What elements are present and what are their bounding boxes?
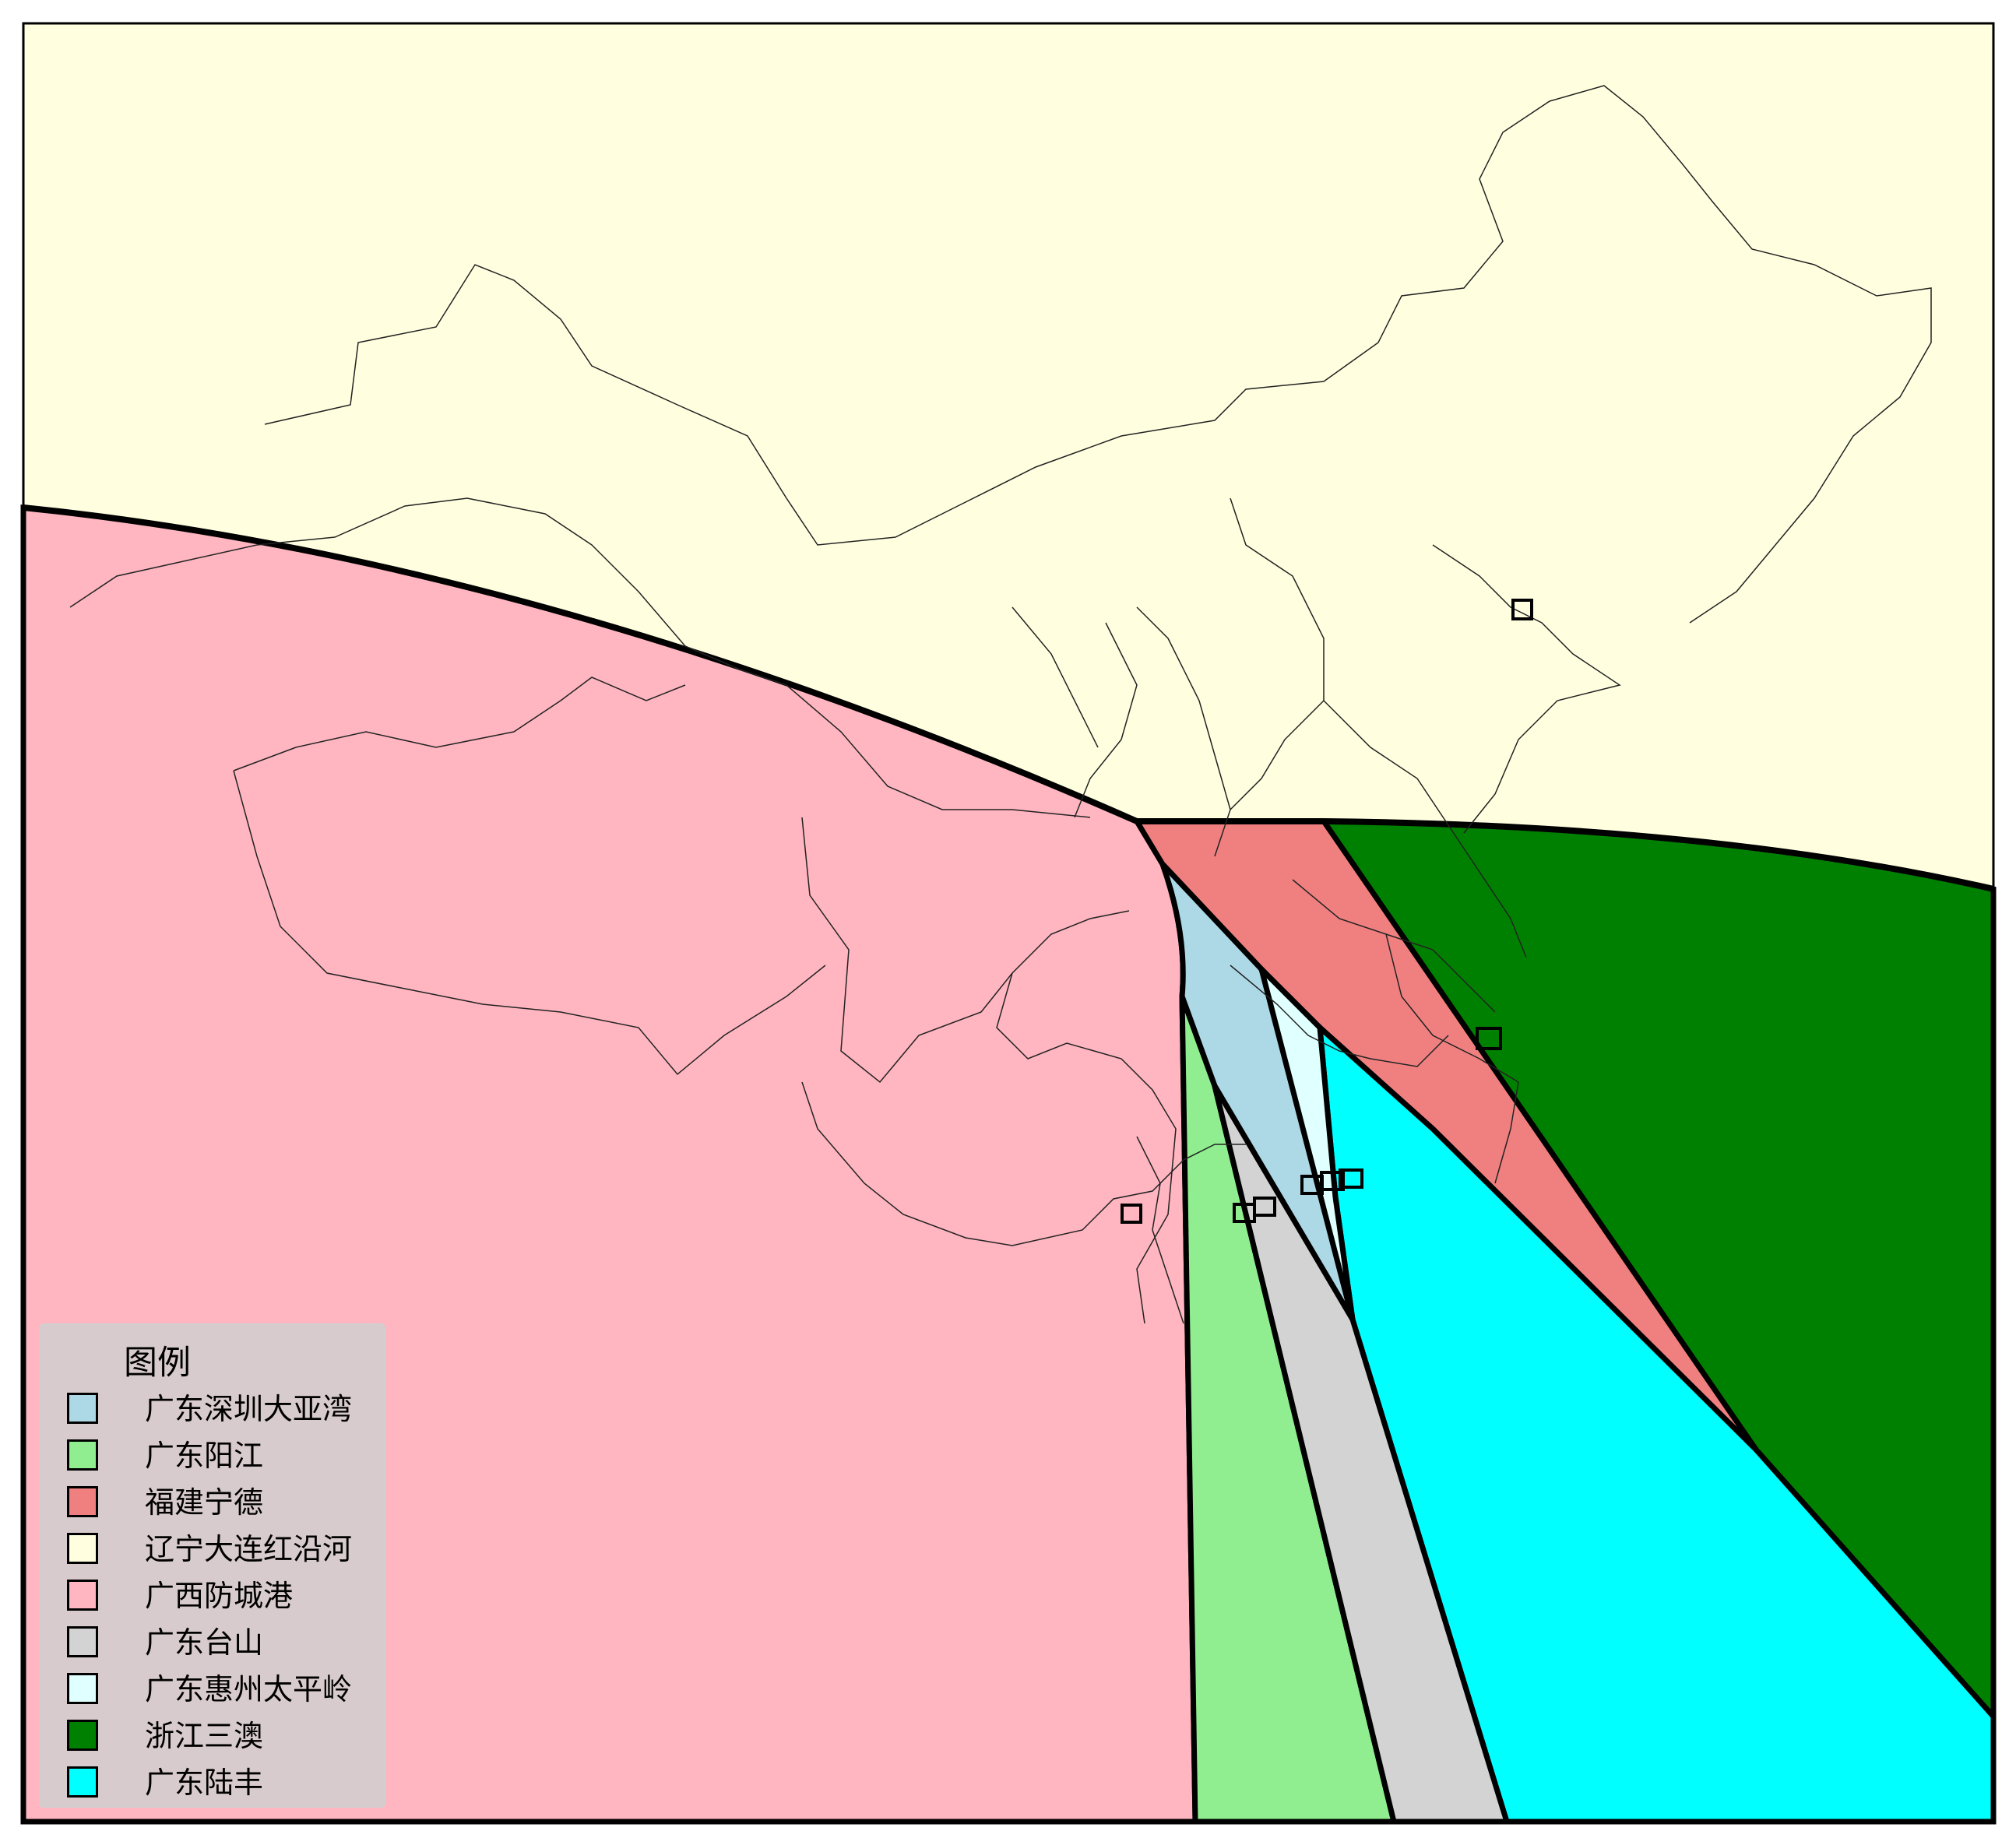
map-frame-border (22, 22, 1995, 1823)
legend-swatch (67, 1533, 98, 1564)
site-marker-lufeng (1339, 1168, 1363, 1189)
legend-swatch (67, 1393, 98, 1424)
legend-item-sanao: 浙江三澳 (67, 1719, 378, 1753)
site-marker-taipingling (1320, 1171, 1345, 1191)
range-boundary-curve (23, 504, 1994, 892)
legend-label: 广东台山 (145, 1625, 264, 1660)
site-marker-ningde (1476, 1027, 1502, 1050)
legend-item-taishan: 广东台山 (67, 1625, 378, 1660)
legend-swatch (67, 1580, 98, 1611)
legend-item-lufeng: 广东陆丰 (67, 1766, 378, 1800)
legend-label: 浙江三澳 (145, 1719, 264, 1753)
legend-item-shenzhen-dayawan: 广东深圳大亚湾 (67, 1392, 378, 1426)
legend-label: 福建宁德 (145, 1485, 264, 1520)
legend-swatch (67, 1626, 98, 1657)
region-liaoning-dalian-hongyanhe (23, 23, 1993, 889)
legend-swatch (67, 1720, 98, 1751)
legend-label: 广东陆丰 (145, 1766, 264, 1800)
legend-swatch (67, 1673, 98, 1704)
legend-item-taipingling: 广东惠州太平岭 (67, 1672, 378, 1706)
legend-swatch (67, 1766, 98, 1798)
legend-swatch (67, 1486, 98, 1517)
legend-label: 广西防城港 (145, 1579, 294, 1613)
province-boundaries (69, 85, 1932, 1324)
legend-label: 广东阳江 (145, 1439, 264, 1473)
legend-item-yangjiang: 广东阳江 (67, 1439, 378, 1473)
legend-item-ningde: 福建宁德 (67, 1485, 378, 1520)
site-marker-taishan (1253, 1197, 1276, 1217)
legend-label: 广东深圳大亚湾 (145, 1392, 353, 1426)
plant-site-markers (1121, 599, 1533, 1224)
legend-label: 广东惠州太平岭 (145, 1672, 353, 1706)
legend: 图例 广东深圳大亚湾 广东阳江 福建宁德 辽宁大连红沿河 广西防城港 广东台山 … (39, 1323, 385, 1808)
legend-item-hongyanhe: 辽宁大连红沿河 (67, 1532, 378, 1566)
legend-item-fangchenggang: 广西防城港 (67, 1579, 378, 1613)
site-marker-hongyanhe (1511, 599, 1533, 620)
legend-title: 图例 (124, 1344, 191, 1383)
legend-label: 辽宁大连红沿河 (145, 1532, 353, 1566)
legend-swatch (67, 1439, 98, 1471)
region-guangdong-huizhou-taipingling (1256, 960, 1356, 1320)
site-marker-fangchenggang (1121, 1204, 1142, 1224)
